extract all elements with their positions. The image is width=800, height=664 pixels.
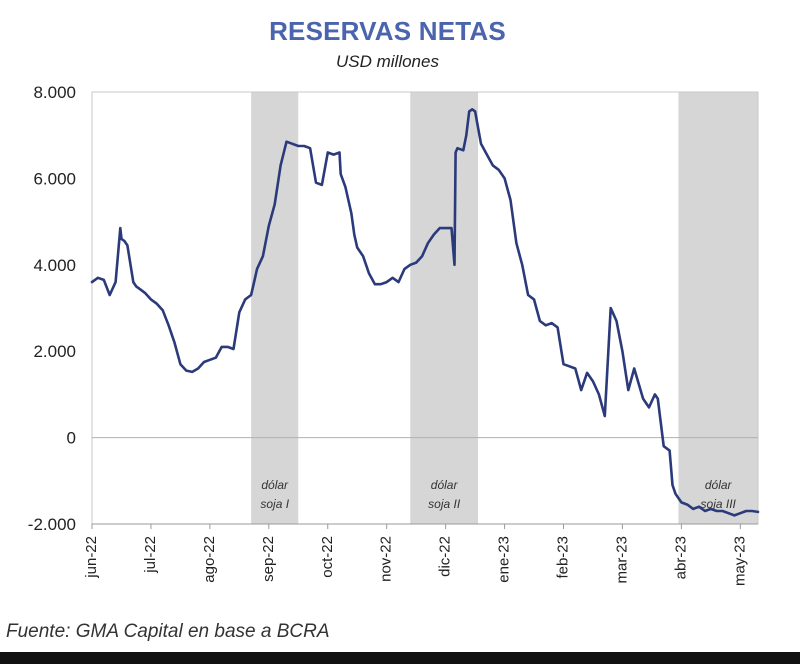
x-tick-label: dic-22 [437,536,454,577]
x-tick-label: sep-22 [260,536,277,582]
shaded-period-label-line2: soja II [428,497,461,511]
shaded-period-2 [410,92,479,524]
x-tick-label: ago-22 [201,536,218,583]
series-line-net-reserves [90,108,760,517]
y-tick-label: 4.000 [33,256,76,275]
chart-title: RESERVAS NETAS [269,16,506,46]
x-tick-label: jun-22 [83,536,100,579]
x-tick-label: mar-23 [613,536,630,584]
x-tick-label: abr-23 [672,536,689,579]
y-tick-label: 0 [67,429,76,448]
shaded-period-label-line2: soja III [701,497,737,511]
y-tick-label: 8.000 [33,83,76,102]
y-axis: -2.000 0 2.000 4.000 6.000 8.000 [28,83,76,534]
shaded-period-label-line1: dólar [261,478,289,492]
shaded-period-label-line1: dólar [705,478,733,492]
y-tick-label: -2.000 [28,515,76,534]
x-tick-label: feb-23 [555,536,572,579]
series-group [90,108,760,517]
x-tick-label: may-23 [731,536,748,586]
source-note: Fuente: GMA Capital en base a BCRA [6,621,330,642]
bottom-bar [0,652,800,664]
chart-subtitle: USD millones [336,52,439,71]
y-tick-label: 2.000 [33,342,76,361]
shaded-period-1 [251,92,299,524]
shaded-period-3 [678,92,758,524]
shaded-period-label-line1: dólar [431,478,459,492]
x-tick-label: nov-22 [378,536,395,582]
shaded-periods: dólar soja I dólar soja II dólar soja III [251,92,758,524]
x-tick-label: jul-22 [142,536,159,574]
x-tick-label: oct-22 [319,536,336,578]
y-tick-label: 6.000 [33,169,76,188]
x-axis: jun-22 jul-22 ago-22 sep-22 oct-22 nov-22 dic-… [83,523,758,586]
x-tick-label: ene-23 [496,536,513,583]
shaded-period-label-line2: soja I [260,497,289,511]
